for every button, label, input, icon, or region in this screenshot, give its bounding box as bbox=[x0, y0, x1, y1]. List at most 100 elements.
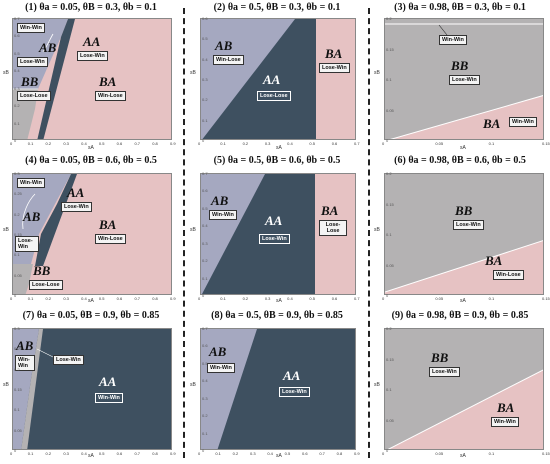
x-tick-label: 0.9 bbox=[354, 451, 360, 456]
y-tick-label: 0.5 bbox=[14, 50, 20, 56]
panel-title: (3) θa = 0.98, θB = 0.3, θb = 0.1 bbox=[394, 2, 526, 13]
region-label-ba: BA bbox=[485, 253, 503, 268]
y-tick-label: 0.4 bbox=[14, 68, 20, 74]
x-tick-label: 0.8 bbox=[152, 451, 158, 456]
region-label-ab: AB bbox=[23, 209, 41, 224]
region-box-aa: Win-Win bbox=[95, 393, 123, 404]
x-tick-label: 0.1 bbox=[27, 451, 34, 456]
x-tick-label: 0.3 bbox=[63, 141, 69, 146]
region-box-bb: Lose-Win bbox=[449, 75, 480, 86]
region-label-ab: AB bbox=[215, 38, 233, 53]
y-tick-label: 0.4 bbox=[202, 378, 208, 384]
panel-title: (9) θa = 0.98, θB = 0.9, θb = 0.85 bbox=[391, 310, 529, 321]
y-tick-label: 0.1 bbox=[14, 407, 20, 413]
x-tick-label: 0 bbox=[10, 451, 13, 456]
region-ab bbox=[13, 19, 68, 89]
region-box-ba: Win-Lose bbox=[493, 270, 524, 281]
y-tick-label: 0.2 bbox=[202, 97, 208, 103]
region-aa bbox=[35, 174, 77, 266]
plot-area: AB Win-Win AA Lose-Win bbox=[200, 328, 356, 450]
region-label-ab: AB bbox=[211, 193, 229, 208]
x-tick-label: 0.8 bbox=[152, 296, 158, 301]
region-label-ba: BA bbox=[321, 203, 339, 218]
x-tick-label: 0.7 bbox=[354, 141, 360, 146]
y-axis-label: sB bbox=[190, 382, 196, 388]
panel-2: (2) θa = 0.5, θB = 0.3, θb = 0.1 AB Win-… bbox=[188, 2, 366, 152]
x-tick-label: 0.1 bbox=[488, 451, 495, 456]
x-tick-label: 0.4 bbox=[81, 296, 87, 301]
y-tick-label: 0.2 bbox=[202, 413, 208, 419]
x-tick-label: 0 bbox=[198, 451, 201, 456]
x-tick-label: 0.3 bbox=[63, 296, 69, 301]
plot-area: BB Lose-Win BA Win-Win bbox=[384, 328, 544, 450]
region-box-ba: Win-Win bbox=[509, 117, 537, 128]
annotation-box: Lose-Win bbox=[17, 57, 48, 68]
x-tick-label: 0.3 bbox=[264, 141, 271, 146]
y-tick-label: 0.6 bbox=[202, 16, 208, 21]
panel-title: (5) θa = 0.5, θB = 0.6, θb = 0.5 bbox=[213, 155, 341, 166]
y-tick-label: 0.2 bbox=[14, 103, 20, 109]
panel-4: (4) θa = 0.05, θB = 0.6, θb = 0.5 Win-Wi… bbox=[2, 155, 180, 305]
region-label-aa: AA bbox=[99, 374, 117, 389]
y-tick-label: 0.1 bbox=[202, 117, 208, 123]
region-label-bb: BB bbox=[455, 203, 473, 218]
y-tick-label: 0.15 bbox=[386, 356, 394, 362]
x-tick-label: 0.7 bbox=[134, 296, 140, 301]
y-tick-label: 0.3 bbox=[14, 171, 20, 176]
panel-title: (4) θa = 0.05, θB = 0.6, θb = 0.5 bbox=[25, 155, 157, 166]
region-label-aa: AA bbox=[263, 72, 281, 87]
y-tick-label: 0.5 bbox=[202, 36, 208, 42]
y-tick-label: 0.5 bbox=[202, 360, 208, 366]
region-box-bb: Lose-Lose bbox=[29, 280, 63, 291]
region-box-ba: Lose-Win bbox=[319, 63, 350, 74]
region-ba bbox=[316, 19, 355, 139]
panel-6: (6) θa = 0.98, θB = 0.6, θb = 0.5 BB Los… bbox=[372, 155, 550, 305]
annotation-box: Win-Win bbox=[17, 178, 45, 189]
y-tick-label: 0 bbox=[386, 138, 389, 143]
x-tick-label: 0.2 bbox=[45, 296, 52, 301]
y-tick-label: 0 bbox=[14, 448, 17, 453]
y-axis-label: sB bbox=[374, 382, 380, 388]
region-box-ba: Lose-Lose bbox=[319, 220, 347, 237]
panel-9: (9) θa = 0.98, θB = 0.9, θb = 0.85 BB Lo… bbox=[372, 310, 550, 462]
x-tick-label: 0.6 bbox=[302, 451, 308, 456]
x-tick-label: 0.7 bbox=[134, 141, 140, 146]
y-tick-label: 0.3 bbox=[202, 77, 208, 82]
y-tick-label: 0.3 bbox=[202, 240, 208, 246]
y-tick-label: 0.2 bbox=[14, 211, 20, 217]
y-tick-label: 0.3 bbox=[14, 85, 20, 91]
annotation-box: Win-Win bbox=[439, 35, 467, 46]
y-tick-label: 0.25 bbox=[14, 191, 22, 197]
x-tick-label: 0.2 bbox=[232, 451, 239, 456]
x-tick-label: 0.7 bbox=[319, 451, 325, 456]
y-tick-label: 0.05 bbox=[386, 262, 394, 268]
panel-title: (7) θa = 0.05, θB = 0.9, θb = 0.85 bbox=[22, 310, 160, 321]
region-box-aa: Lose-Win bbox=[259, 234, 290, 245]
x-tick-label: 0.2 bbox=[242, 296, 249, 301]
region-box-bb: Lose-Win bbox=[453, 220, 484, 231]
y-tick-label: 0.15 bbox=[386, 46, 394, 52]
y-tick-label: 0.6 bbox=[202, 343, 208, 349]
x-axis-label: sA bbox=[88, 453, 94, 459]
y-tick-label: 0.05 bbox=[14, 427, 22, 433]
x-axis-label: sA bbox=[276, 298, 282, 304]
x-tick-label: 0.4 bbox=[267, 451, 273, 456]
x-tick-label: 0.4 bbox=[287, 141, 293, 146]
region-box-bb: Lose-Lose bbox=[17, 91, 51, 102]
y-tick-label: 0.7 bbox=[202, 171, 208, 176]
y-axis-label: sB bbox=[3, 227, 9, 233]
region-box-ab: Win-Win bbox=[15, 355, 35, 372]
region-box-aa: Lose-Win bbox=[61, 202, 92, 213]
x-tick-label: 0.15 bbox=[542, 451, 550, 456]
x-tick-label: 0.4 bbox=[287, 296, 293, 301]
y-tick-label: 0 bbox=[202, 293, 205, 298]
x-tick-label: 0 bbox=[382, 141, 385, 146]
panel-1: (1) θa = 0.05, θB = 0.3, θb = 0.1 AB Win… bbox=[2, 2, 180, 152]
region-box-ab: Win-Win bbox=[17, 23, 45, 34]
y-tick-label: 0.1 bbox=[202, 430, 208, 436]
y-tick-label: 0.15 bbox=[14, 387, 22, 392]
x-tick-label: 0.15 bbox=[542, 141, 550, 146]
y-tick-label: 0.2 bbox=[386, 16, 392, 21]
x-axis-label: sA bbox=[276, 145, 282, 151]
x-tick-label: 0.1 bbox=[27, 296, 34, 301]
